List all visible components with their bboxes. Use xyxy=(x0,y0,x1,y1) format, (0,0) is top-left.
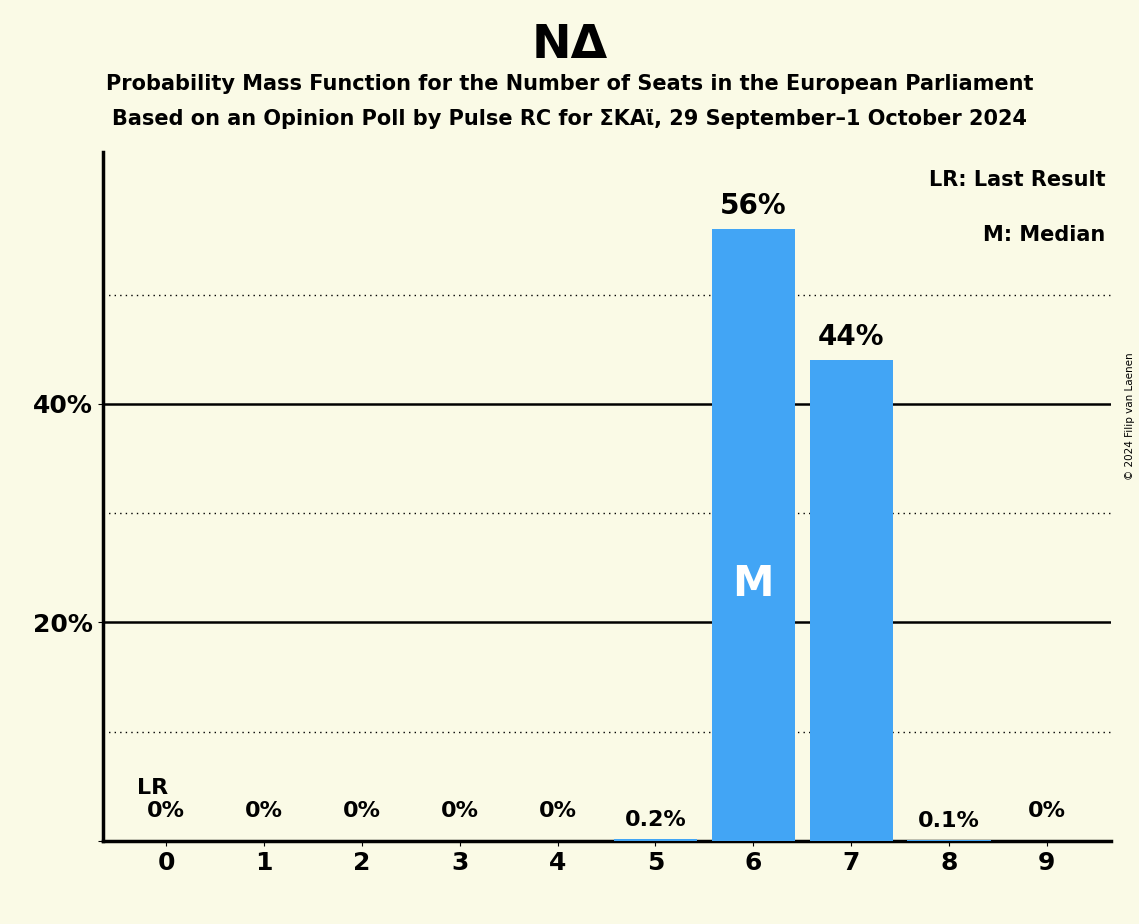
Bar xyxy=(908,840,991,841)
Text: M: M xyxy=(732,563,775,605)
Text: 0%: 0% xyxy=(441,801,478,821)
Text: © 2024 Filip van Laenen: © 2024 Filip van Laenen xyxy=(1125,352,1134,480)
Text: 0%: 0% xyxy=(245,801,282,821)
Text: 0%: 0% xyxy=(1027,801,1066,821)
Text: 0%: 0% xyxy=(343,801,380,821)
Text: LR: Last Result: LR: Last Result xyxy=(929,170,1106,189)
Text: 0.1%: 0.1% xyxy=(918,811,980,831)
Text: 0.2%: 0.2% xyxy=(624,810,687,830)
Text: 0%: 0% xyxy=(539,801,576,821)
Text: NΔ: NΔ xyxy=(532,23,607,68)
Text: 44%: 44% xyxy=(818,323,884,351)
Text: 56%: 56% xyxy=(720,192,787,220)
Text: M: Median: M: Median xyxy=(983,225,1106,245)
Bar xyxy=(810,360,893,841)
Bar xyxy=(614,839,697,841)
Text: Probability Mass Function for the Number of Seats in the European Parliament: Probability Mass Function for the Number… xyxy=(106,74,1033,94)
Bar xyxy=(712,229,795,841)
Text: 0%: 0% xyxy=(147,801,186,821)
Text: Based on an Opinion Poll by Pulse RC for ΣΚΑϊ, 29 September–1 October 2024: Based on an Opinion Poll by Pulse RC for… xyxy=(112,109,1027,129)
Text: LR: LR xyxy=(137,778,167,798)
